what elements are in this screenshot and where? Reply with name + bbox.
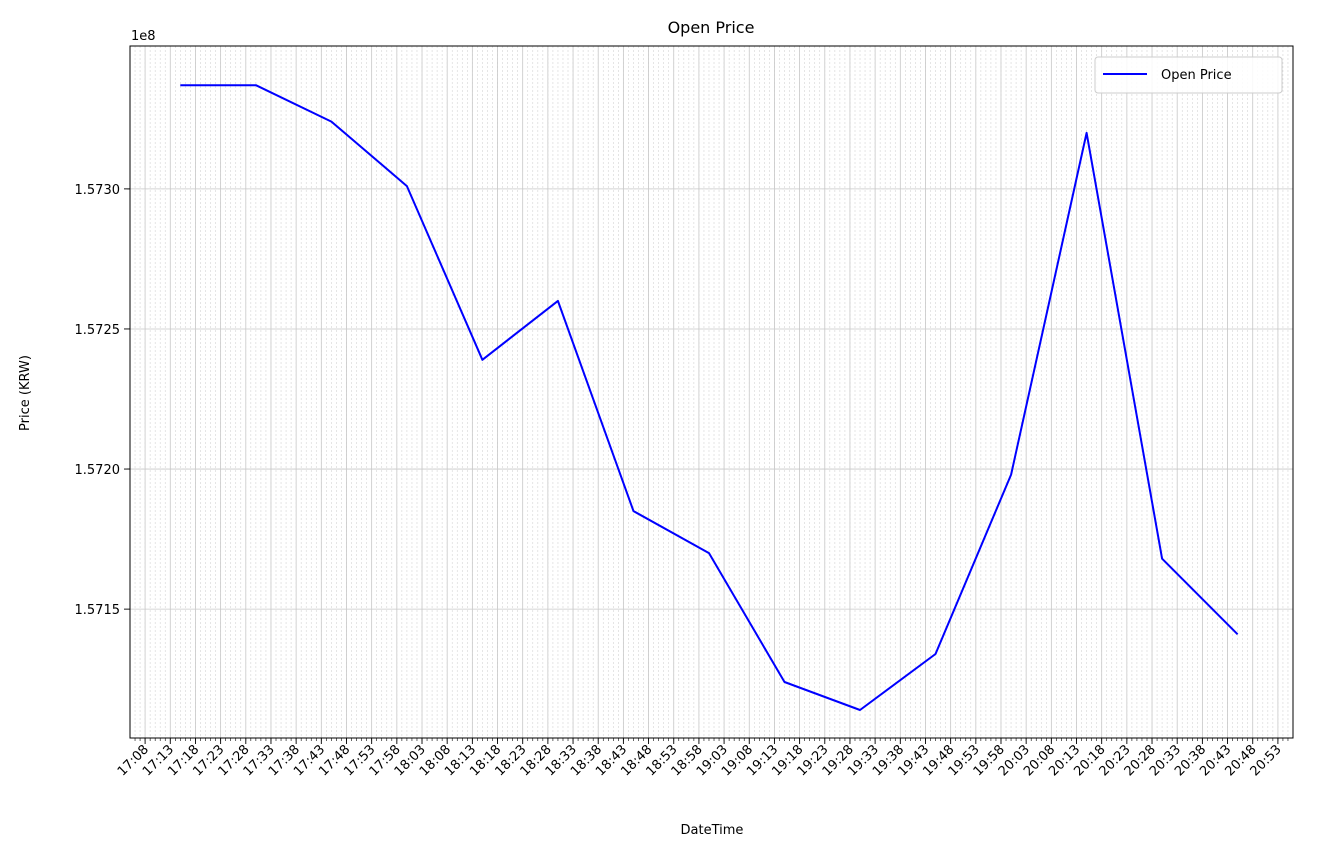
chart-title: Open Price <box>668 18 755 37</box>
y-tick-label: 1.5725 <box>75 323 121 338</box>
y-tick-label: 1.5730 <box>75 183 121 198</box>
x-axis-label: DateTime <box>681 823 744 838</box>
legend-label: Open Price <box>1161 68 1232 83</box>
y-axis: 1.5715 1.5720 1.5725 1.5730 <box>75 183 130 618</box>
legend-box <box>1094 56 1283 94</box>
plot-frame <box>129 45 1294 739</box>
y-tick-label: 1.5720 <box>75 463 121 478</box>
y-tick-label: 1.5715 <box>75 603 121 618</box>
legend: Open Price <box>1094 56 1283 94</box>
y-offset-label: 1e8 <box>131 29 156 44</box>
y-axis-label: Price (KRW) <box>18 355 33 431</box>
series-line-open-price <box>180 84 1239 711</box>
series-layer <box>180 84 1239 711</box>
major-grid <box>130 46 1293 738</box>
